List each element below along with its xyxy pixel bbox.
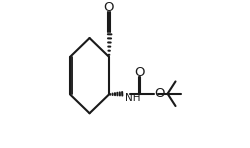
Text: O: O <box>135 66 145 79</box>
Text: NH: NH <box>125 93 140 103</box>
Text: O: O <box>154 87 165 100</box>
Text: O: O <box>104 1 114 14</box>
